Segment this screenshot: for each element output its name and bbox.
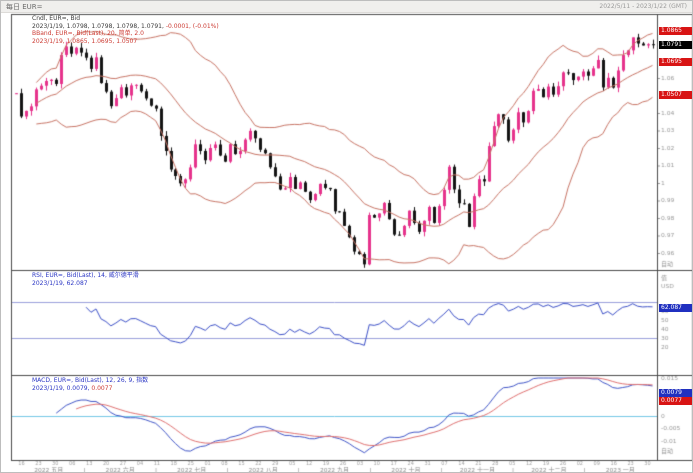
date-range-label: 2022/5/11 - 2023/1/22 (GMT) [599, 3, 687, 10]
macd-legend-values: 2023/1/19, 0.0079, 0.0077 [32, 385, 148, 393]
macd-value: 2023/1/19, 0.0079, [32, 384, 92, 392]
rsi-pane-legend: RSI, EUR=, Bid(Last), 14, 威尔德平滑 2023/1/1… [32, 272, 139, 287]
cndl-change: -0.0001, (-0.01%) [165, 22, 219, 30]
window-title: 每日 EUR= [6, 2, 43, 11]
cndl-ohlc: 2023/1/19, 1.0798, 1.0798, 1.0798, 1.079… [32, 22, 166, 30]
rsi-legend-values: 2023/1/19, 62.087 [32, 279, 88, 287]
bband-legend-title: BBand, EUR=, Bid(Last), 20, 简单, 2.0 [32, 30, 144, 38]
bb-mid-badge: 1.0695 [659, 58, 692, 66]
bb-lower-badge: 1.0507 [659, 91, 692, 99]
rsi-value-badge: 62.087 [659, 304, 692, 312]
macd-legend-title: MACD, EUR=, Bid(Last), 12, 26, 9, 指数 [32, 377, 149, 384]
cndl-legend-values: 2023/1/19, 1.0798, 1.0798, 1.0798, 1.079… [32, 23, 219, 31]
title-bar: 每日 EUR= 2022/5/11 - 2023/1/22 (GMT) [1, 1, 692, 13]
bb-upper-badge: 1.0865 [659, 27, 692, 35]
rsi-legend-title: RSI, EUR=, Bid(Last), 14, 威尔德平滑 [32, 272, 139, 279]
cndl-legend-title: Cndl, EUR=, Bid [32, 15, 81, 22]
macd-signal-value: 0.0077 [91, 384, 113, 392]
macd-pane-legend: MACD, EUR=, Bid(Last), 12, 26, 9, 指数 202… [32, 377, 148, 392]
price-pane-legend: Cndl, EUR=, Bid 2023/1/19, 1.0798, 1.079… [32, 15, 219, 45]
last-price-badge: 1.0791 [659, 41, 692, 49]
bband-legend-values: 2023/1/19, 1.0865, 1.0695, 1.0507 [32, 37, 138, 45]
macd-value-badge: 0.0079 [659, 389, 692, 397]
macd-signal-badge: 0.0077 [659, 397, 692, 405]
